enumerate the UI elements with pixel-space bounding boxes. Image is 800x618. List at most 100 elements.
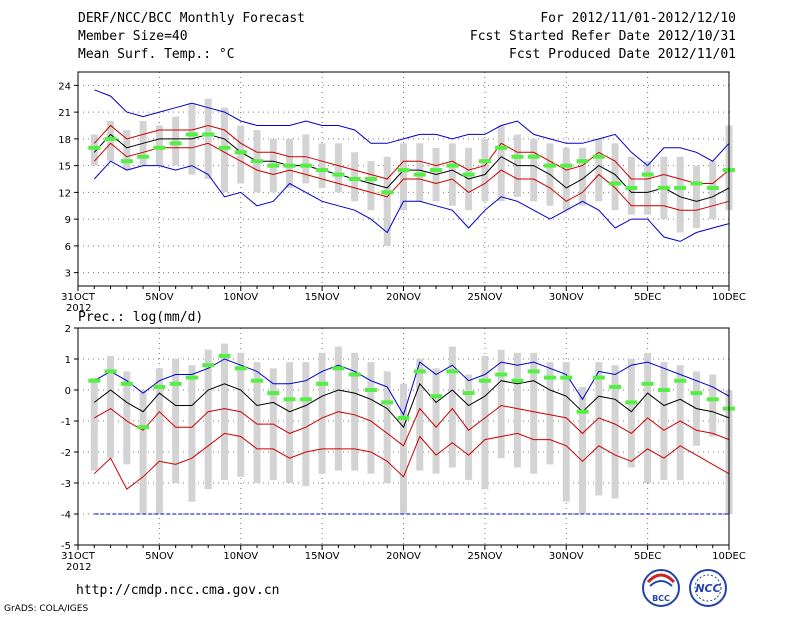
range-bar <box>286 362 294 483</box>
climatology-marker <box>381 190 394 195</box>
range-bar <box>155 125 163 166</box>
climatology-marker <box>495 145 508 150</box>
range-bar <box>351 152 359 202</box>
range-bar <box>367 161 375 211</box>
range-bar <box>123 129 131 171</box>
climatology-marker <box>478 159 491 164</box>
climatology-marker <box>397 415 410 420</box>
climatology-marker <box>560 163 573 168</box>
range-bar <box>107 121 115 162</box>
climatology-marker <box>543 375 556 380</box>
climatology-marker <box>104 369 117 374</box>
range-bar <box>204 98 212 179</box>
x-tick-label: 25NOV <box>468 551 503 562</box>
climatology-marker <box>251 378 264 383</box>
range-bar <box>676 156 684 233</box>
climatology-marker <box>576 409 589 414</box>
range-bar <box>497 125 505 202</box>
climatology-marker <box>348 177 361 181</box>
climatology-marker <box>674 185 687 190</box>
range-bar <box>172 359 180 483</box>
range-bar <box>465 374 473 480</box>
climatology-marker <box>657 388 670 392</box>
range-bar <box>692 165 700 229</box>
climatology-marker <box>592 154 605 159</box>
y-tick-label: -2 <box>61 448 71 459</box>
y-tick-label: -1 <box>61 417 71 428</box>
climatology-marker <box>430 168 443 173</box>
y-tick-label: -5 <box>61 541 71 552</box>
y-tick-label: 18 <box>58 135 71 146</box>
y-tick-label: -3 <box>61 479 71 490</box>
y-tick-label: 21 <box>58 108 71 119</box>
climatology-marker <box>592 375 605 380</box>
climatology-marker <box>234 366 247 371</box>
x-tick-label: 30NOV <box>549 292 584 303</box>
series-line-median <box>93 380 730 429</box>
x-tick-label: 5DEC <box>634 292 661 303</box>
range-bar <box>481 355 489 490</box>
y-tick-label: 0 <box>65 386 71 397</box>
range-bar <box>172 116 180 166</box>
grads-credit: GrADS: COLA/IGES <box>4 604 89 614</box>
forecast-period: For 2012/11/01-2012/12/10 <box>540 11 736 26</box>
climatology-marker <box>267 163 280 168</box>
climatology-marker <box>413 172 426 177</box>
range-bar <box>334 346 342 471</box>
refer-date: Fcst Started Refer Date 2012/10/31 <box>469 29 736 44</box>
range-bar <box>595 362 603 496</box>
range-bar <box>644 161 652 215</box>
range-bar <box>253 362 261 483</box>
climatology-marker <box>609 384 622 389</box>
panel-title: Prec.: log(mm/d) <box>78 310 203 325</box>
member-size: Member Size=40 <box>78 29 188 44</box>
range-bar <box>595 138 603 202</box>
climatology-marker <box>462 172 475 177</box>
climatology-marker <box>478 378 491 383</box>
range-bar <box>334 143 342 193</box>
y-tick-label: 6 <box>65 242 71 253</box>
range-bar <box>530 352 538 474</box>
range-bar <box>530 138 538 202</box>
range-bar <box>497 349 505 459</box>
climatology-marker <box>202 132 215 137</box>
climatology-marker <box>104 136 117 141</box>
range-bar <box>123 371 131 465</box>
climatology-marker <box>674 378 687 383</box>
range-bar <box>513 352 521 468</box>
source-url[interactable]: http://cmdp.ncc.cma.gov.cn <box>76 583 280 598</box>
climatology-marker <box>511 378 524 383</box>
climatology-marker <box>364 177 377 181</box>
range-bar <box>611 365 619 499</box>
climatology-marker <box>527 154 540 159</box>
range-bar <box>302 362 310 487</box>
climatology-marker <box>332 366 345 371</box>
range-bar <box>367 362 375 474</box>
climatology-marker <box>690 391 703 396</box>
range-bar <box>400 383 407 514</box>
range-bar <box>660 362 668 480</box>
range-bar <box>90 377 98 471</box>
x-tick-label: 15NOV <box>305 551 340 562</box>
series-line-min <box>93 160 730 242</box>
x-tick-label: 25NOV <box>468 292 503 303</box>
range-bar <box>90 134 98 166</box>
climatology-marker <box>218 145 231 150</box>
range-bar <box>188 365 196 502</box>
range-bar <box>107 355 115 459</box>
climatology-marker <box>364 388 377 392</box>
chart-title: DERF/NCC/BCC Monthly Forecast <box>78 11 305 26</box>
x-tick-label: 30NOV <box>549 551 584 562</box>
range-bar <box>286 138 294 188</box>
climatology-marker <box>413 369 426 374</box>
range-bar <box>579 386 587 514</box>
range-bar <box>204 349 212 490</box>
range-bar <box>627 156 635 215</box>
climatology-marker <box>218 353 231 358</box>
climatology-marker <box>120 381 133 386</box>
x-tick-label: 10NOV <box>223 292 258 303</box>
range-bar <box>383 371 391 483</box>
x-tick-label: 31OCT <box>61 551 96 562</box>
climatology-marker <box>495 372 508 377</box>
